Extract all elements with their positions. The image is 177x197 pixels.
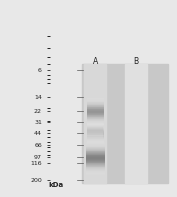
Bar — [84, 64, 106, 183]
Bar — [125, 64, 147, 183]
Text: A: A — [93, 57, 98, 66]
Bar — [82, 64, 167, 183]
Text: kDa: kDa — [48, 182, 63, 188]
Text: B: B — [134, 57, 139, 66]
